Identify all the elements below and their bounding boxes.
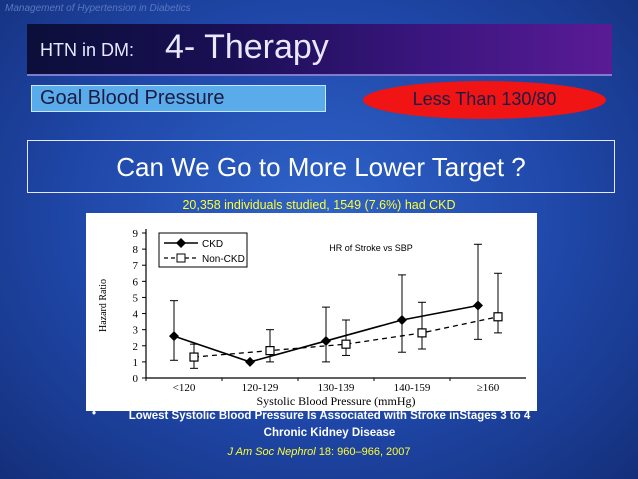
citation-detail: 18: 960–966, 2007 <box>315 446 411 458</box>
non-ckd-point <box>189 352 199 362</box>
legend-ckd-marker <box>176 238 186 248</box>
ckd-point <box>397 315 407 325</box>
x-tick-label: ≥160 <box>477 382 500 394</box>
x-tick-label: 130-139 <box>318 382 355 394</box>
y-tick-label: 1 <box>133 357 139 369</box>
y-tick-label: 5 <box>133 292 139 304</box>
y-tick-label: 6 <box>133 276 139 288</box>
non-ckd-point <box>341 339 351 349</box>
legend-nonckd-marker <box>176 253 186 263</box>
study-summary: 20,358 individuals studied, 1549 (7.6%) … <box>182 198 456 212</box>
goal-value: Less Than 130/80 <box>412 89 557 109</box>
citation-journal: J Am Soc Nephrol <box>227 446 316 458</box>
non-ckd-point <box>493 312 503 322</box>
y-tick-label: 8 <box>133 244 139 256</box>
x-tick-label: 120-129 <box>242 382 279 394</box>
ckd-point <box>473 300 483 311</box>
title-prefix: HTN in DM: <box>40 40 134 60</box>
y-tick-label: 7 <box>133 260 139 272</box>
legend-nonckd-label: Non-CKD <box>202 254 245 265</box>
non-ckd-point <box>265 346 275 356</box>
y-axis-label: Hazard Ratio <box>98 279 109 332</box>
y-tick-label: 0 <box>133 373 139 385</box>
page-title: 4- Therapy <box>165 28 329 66</box>
ckd-point <box>245 356 255 367</box>
legend-ckd-label: CKD <box>202 239 223 250</box>
legend-box <box>158 232 248 268</box>
y-tick-label: 3 <box>133 325 139 337</box>
slide-header-note: Management of Hypertension in Diabetics <box>5 3 191 14</box>
bullet-text: Lowest Systolic Blood Pressure Is Associ… <box>128 410 531 439</box>
ckd-point <box>321 335 331 346</box>
citation: J Am Soc Nephrol 18: 960–966, 2007 <box>0 446 638 458</box>
series-line-1 <box>193 316 499 358</box>
goal-label-box: Goal Blood Pressure <box>31 85 326 112</box>
x-tick-label: 140-159 <box>394 382 431 394</box>
title-bar: HTN in DM: 4- Therapy <box>27 24 612 76</box>
chart-title: HR of Stroke vs SBP <box>329 243 413 253</box>
x-tick-label: <120 <box>173 382 196 394</box>
question-text: Can We Go to More Lower Target ? <box>116 152 526 182</box>
question-box: Can We Go to More Lower Target ? <box>27 140 615 193</box>
bullet-symbol: • <box>92 408 97 420</box>
ckd-point <box>169 331 179 342</box>
y-tick-label: 9 <box>133 228 139 240</box>
hazard-ratio-chart: 0 1 2 3 4 5 6 7 8 9 <120 120-129 130-139 140-159 ≥160 S… <box>98 228 526 408</box>
y-tick-label: 4 <box>133 309 139 321</box>
x-axis-label: Systolic Blood Pressure (mmHg) <box>257 394 416 408</box>
chart-container: 0 1 2 3 4 5 6 7 8 9 <120 120-129 130-139 140-159 ≥160 S… <box>86 213 537 411</box>
non-ckd-point <box>417 328 427 338</box>
y-tick-label: 2 <box>133 341 139 353</box>
goal-label: Goal Blood Pressure <box>40 87 225 109</box>
goal-value-oval: Less Than 130/80 <box>363 81 606 119</box>
